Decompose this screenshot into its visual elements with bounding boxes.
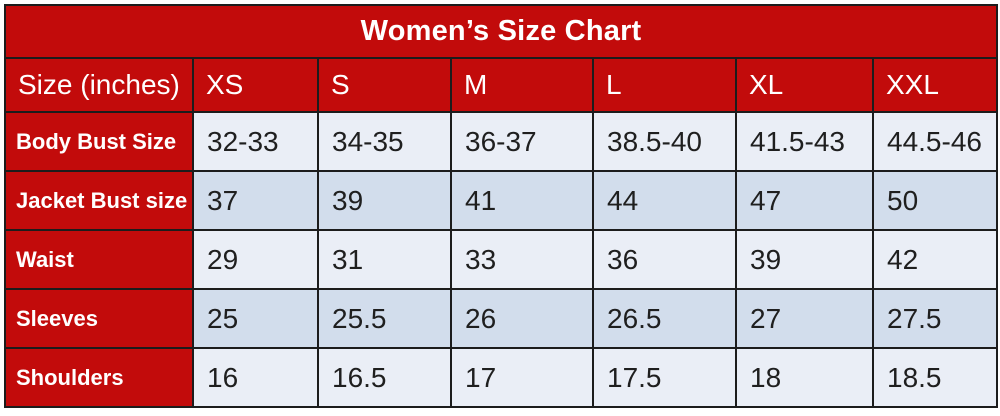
table-cell: 25.5 xyxy=(317,288,452,349)
size-chart-table: Women’s Size Chart Size (inches) XS S M … xyxy=(3,4,999,408)
table-cell: 25 xyxy=(192,288,319,349)
table-cell: 16.5 xyxy=(317,347,452,408)
table-cell: 33 xyxy=(450,229,594,290)
title-row: Women’s Size Chart xyxy=(3,4,999,59)
table-cell: 41 xyxy=(450,170,594,231)
table-cell: 36 xyxy=(592,229,737,290)
table-cell: 50 xyxy=(871,170,999,231)
table-cell: 37 xyxy=(192,170,319,231)
table-cell: 39 xyxy=(735,229,874,290)
table-row-sleeves: Sleeves 25 25.5 26 26.5 27 27.5 xyxy=(4,288,999,349)
table-cell: 17 xyxy=(450,347,594,408)
table-cell: 39 xyxy=(317,170,452,231)
row-label: Body Bust Size xyxy=(4,111,194,172)
column-header-s: S xyxy=(317,57,452,113)
chart-title: Women’s Size Chart xyxy=(3,4,999,59)
table-cell: 44.5-46 xyxy=(871,111,999,172)
header-row: Size (inches) XS S M L XL XXL xyxy=(4,57,999,113)
table-cell: 42 xyxy=(871,229,999,290)
table-cell: 27 xyxy=(735,288,874,349)
table-cell: 18.5 xyxy=(871,347,999,408)
table-cell: 18 xyxy=(735,347,874,408)
table-cell: 17.5 xyxy=(592,347,737,408)
table-row-shoulders: Shoulders 16 16.5 17 17.5 18 18.5 xyxy=(4,347,999,408)
table-cell: 34-35 xyxy=(317,111,452,172)
column-header-xxl: XXL xyxy=(871,57,999,113)
table-row-body-bust-size: Body Bust Size 32-33 34-35 36-37 38.5-40… xyxy=(4,111,999,172)
table-cell: 32-33 xyxy=(192,111,319,172)
table-cell: 36-37 xyxy=(450,111,594,172)
column-header-size-inches: Size (inches) xyxy=(4,57,194,113)
table-cell: 16 xyxy=(192,347,319,408)
row-label: Shoulders xyxy=(4,347,194,408)
row-label: Waist xyxy=(4,229,194,290)
table-row-waist: Waist 29 31 33 36 39 42 xyxy=(4,229,999,290)
table-cell: 26.5 xyxy=(592,288,737,349)
table-cell: 31 xyxy=(317,229,452,290)
table-cell: 27.5 xyxy=(871,288,999,349)
table-cell: 29 xyxy=(192,229,319,290)
column-header-l: L xyxy=(592,57,737,113)
table-cell: 47 xyxy=(735,170,874,231)
table-cell: 38.5-40 xyxy=(592,111,737,172)
column-header-xl: XL xyxy=(735,57,874,113)
table-cell: 44 xyxy=(592,170,737,231)
table-cell: 26 xyxy=(450,288,594,349)
column-header-m: M xyxy=(450,57,594,113)
row-label: Sleeves xyxy=(4,288,194,349)
row-label: Jacket Bust size xyxy=(4,170,194,231)
column-header-xs: XS xyxy=(192,57,319,113)
table-row-jacket-bust-size: Jacket Bust size 37 39 41 44 47 50 xyxy=(4,170,999,231)
table-cell: 41.5-43 xyxy=(735,111,874,172)
